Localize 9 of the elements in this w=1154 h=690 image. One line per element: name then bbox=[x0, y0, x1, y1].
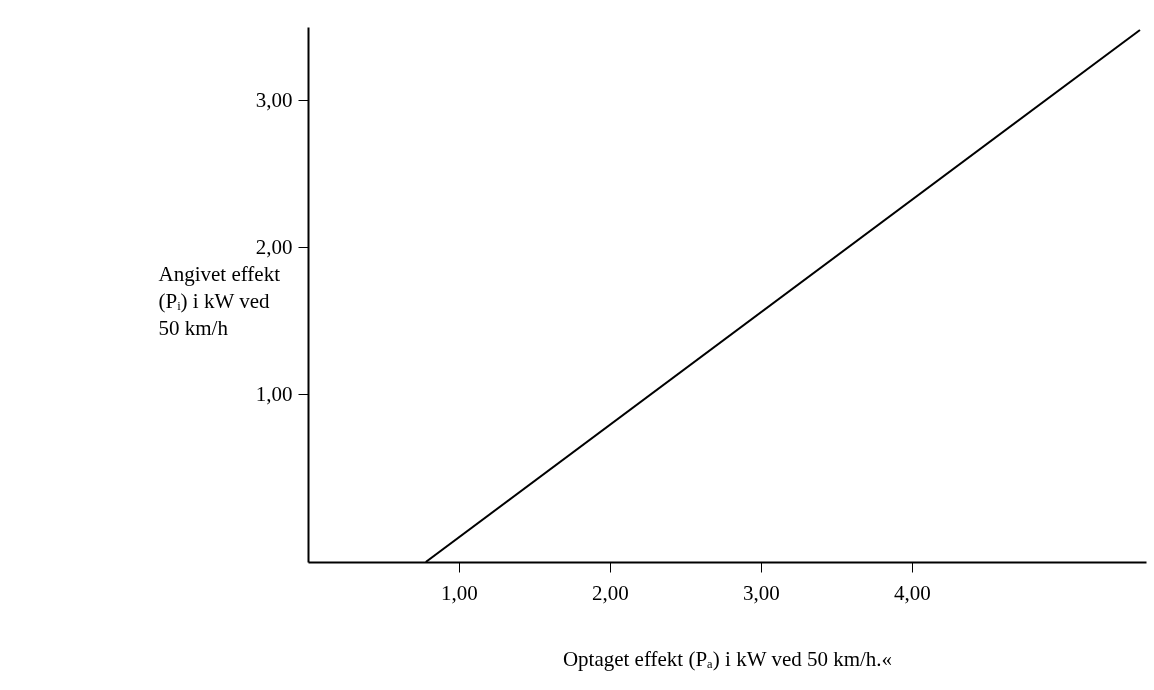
y-axis-title: Angivet effekt (Pᵢ) i kW ved 50 km/h bbox=[158, 261, 281, 340]
x-tick-label: 1,00 bbox=[441, 580, 478, 605]
y-tick-label: 2,00 bbox=[255, 234, 293, 259]
y-tick-label: 3,00 bbox=[255, 87, 293, 112]
x-tick-label: 2,00 bbox=[592, 580, 629, 605]
x-tick-label: 3,00 bbox=[743, 580, 780, 605]
x-tick-label: 4,00 bbox=[894, 580, 931, 605]
x-axis-title: Optaget effekt (Pₐ) i kW ved 50 km/h.« bbox=[562, 646, 893, 671]
y-tick-label: 1,00 bbox=[255, 381, 293, 406]
